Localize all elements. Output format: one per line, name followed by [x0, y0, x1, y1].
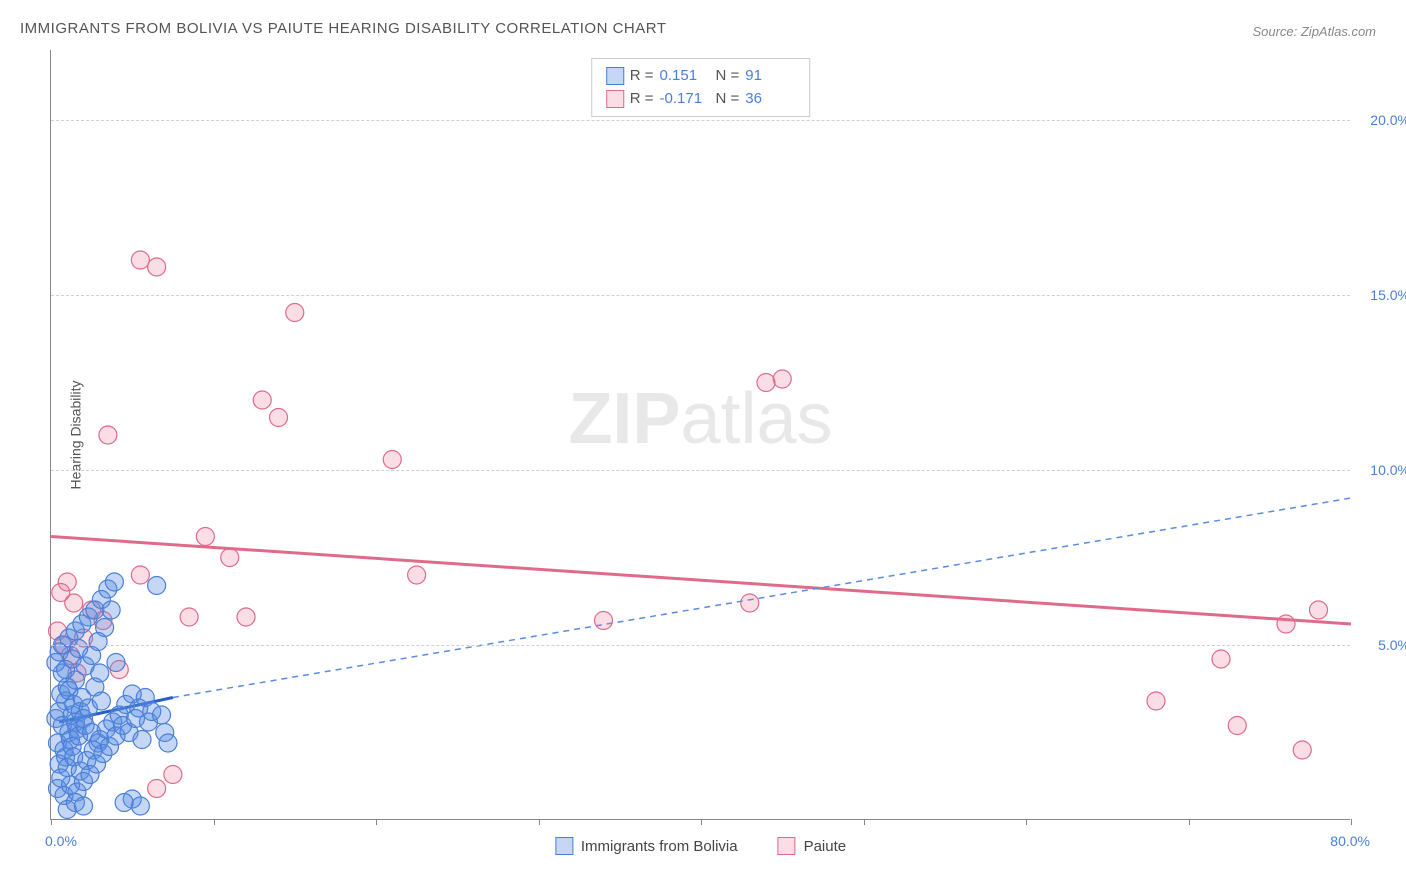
bottom-legend: Immigrants from Bolivia Paiute	[555, 837, 846, 855]
y-tick-label: 20.0%	[1370, 112, 1406, 128]
x-origin-label: 0.0%	[45, 833, 77, 849]
point-pink	[253, 391, 271, 409]
x-tick	[1351, 819, 1352, 825]
x-tick	[51, 819, 52, 825]
x-tick	[376, 819, 377, 825]
x-tick	[701, 819, 702, 825]
point-pink	[131, 566, 149, 584]
x-tick	[214, 819, 215, 825]
point-blue	[96, 619, 114, 637]
point-pink	[131, 251, 149, 269]
point-pink	[408, 566, 426, 584]
y-tick-label: 5.0%	[1378, 637, 1406, 653]
point-pink	[741, 594, 759, 612]
point-pink	[196, 528, 214, 546]
x-tick	[539, 819, 540, 825]
point-pink	[99, 426, 117, 444]
y-tick-label: 15.0%	[1370, 287, 1406, 303]
point-pink	[1228, 717, 1246, 735]
legend-item-blue: Immigrants from Bolivia	[555, 837, 738, 855]
point-blue	[105, 573, 123, 591]
x-tick	[1026, 819, 1027, 825]
y-tick-label: 10.0%	[1370, 462, 1406, 478]
point-blue	[115, 794, 133, 812]
swatch-pink-icon	[778, 837, 796, 855]
point-pink	[58, 573, 76, 591]
swatch-blue-icon	[555, 837, 573, 855]
gridline	[51, 645, 1350, 646]
point-pink	[237, 608, 255, 626]
point-blue	[107, 654, 125, 672]
point-pink	[595, 612, 613, 630]
source-label: Source: ZipAtlas.com	[1252, 24, 1376, 39]
point-pink	[1147, 692, 1165, 710]
point-pink	[270, 409, 288, 427]
point-blue	[102, 601, 120, 619]
gridline	[51, 120, 1350, 121]
point-blue	[133, 731, 151, 749]
point-blue	[92, 692, 110, 710]
point-pink	[383, 451, 401, 469]
point-pink	[164, 766, 182, 784]
point-pink	[65, 594, 83, 612]
point-pink	[1277, 615, 1295, 633]
chart-title: IMMIGRANTS FROM BOLIVIA VS PAIUTE HEARIN…	[20, 20, 667, 37]
x-tick	[1189, 819, 1190, 825]
trend-line	[173, 498, 1351, 698]
legend-label-blue: Immigrants from Bolivia	[581, 838, 738, 855]
x-end-label: 80.0%	[1330, 833, 1370, 849]
point-blue	[91, 664, 109, 682]
point-pink	[757, 374, 775, 392]
point-blue	[75, 797, 93, 815]
gridline	[51, 295, 1350, 296]
x-tick	[864, 819, 865, 825]
gridline	[51, 470, 1350, 471]
point-pink	[148, 258, 166, 276]
point-pink	[1310, 601, 1328, 619]
point-pink	[1212, 650, 1230, 668]
point-pink	[286, 304, 304, 322]
point-pink	[221, 549, 239, 567]
point-pink	[1293, 741, 1311, 759]
point-pink	[148, 780, 166, 798]
point-blue	[153, 706, 171, 724]
point-pink	[773, 370, 791, 388]
legend-item-pink: Paiute	[778, 837, 847, 855]
point-blue	[159, 734, 177, 752]
plot-area: Hearing Disability ZIPatlas R = 0.151 N …	[50, 50, 1350, 820]
legend-label-pink: Paiute	[804, 838, 847, 855]
point-blue	[131, 797, 149, 815]
point-blue	[148, 577, 166, 595]
chart-svg	[51, 50, 1350, 819]
point-pink	[180, 608, 198, 626]
